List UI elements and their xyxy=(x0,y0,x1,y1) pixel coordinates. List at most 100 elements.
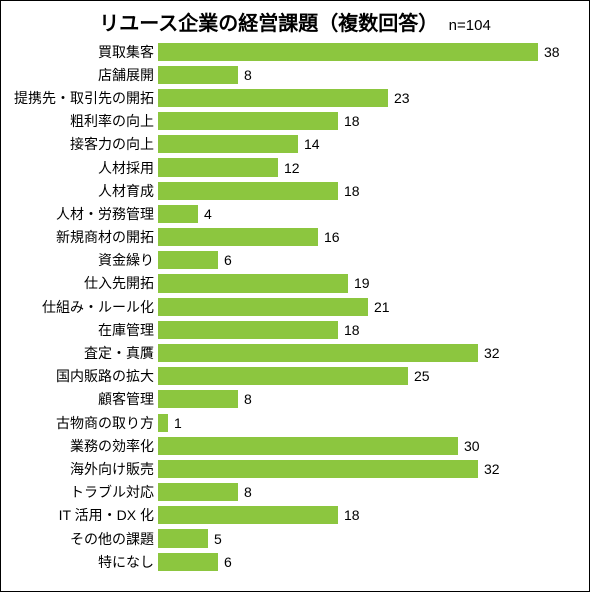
bar-row: 店舗展開8 xyxy=(11,63,579,86)
bar-row: IT 活用・DX 化 18 xyxy=(11,504,579,527)
bar-value: 18 xyxy=(344,113,360,129)
bar-value: 18 xyxy=(344,507,360,523)
bar xyxy=(158,437,458,455)
bar-value: 4 xyxy=(204,206,212,222)
bar xyxy=(158,135,298,153)
bar xyxy=(158,344,478,362)
bar-row: 仕組み・ルール化 21 xyxy=(11,295,579,318)
chart-subtitle: n=104 xyxy=(449,17,491,34)
bar-row: 業務の効率化 30 xyxy=(11,434,579,457)
bar-value: 18 xyxy=(344,322,360,338)
bar-wrap: 8 xyxy=(158,388,579,411)
category-label: 新規商材の開拓 xyxy=(11,227,158,247)
bar-row: 古物商の取り方 1 xyxy=(11,411,579,434)
bar-wrap: 25 xyxy=(158,365,579,388)
bar-value: 5 xyxy=(214,531,222,547)
bar-value: 18 xyxy=(344,183,360,199)
category-label: 特になし xyxy=(11,552,158,572)
bar xyxy=(158,414,168,432)
bar-wrap: 18 xyxy=(158,504,579,527)
bar xyxy=(158,182,338,200)
category-label: 顧客管理 xyxy=(11,389,158,409)
category-label: 仕組み・ルール化 xyxy=(11,297,158,317)
category-label: 人材採用 xyxy=(11,158,158,178)
bar-row: 資金繰り 6 xyxy=(11,249,579,272)
bar-row: 国内販路の拡大 25 xyxy=(11,365,579,388)
bar-row: 人材・労務管理 4 xyxy=(11,202,579,225)
bar xyxy=(158,43,538,61)
bar-wrap: 18 xyxy=(158,318,579,341)
bar xyxy=(158,274,348,292)
bar-wrap: 32 xyxy=(158,341,579,364)
category-label: 店舗展開 xyxy=(11,65,158,85)
bar-chart: 買取集客38店舗展開8提携先・取引先の開拓23粗利率の向上18接客力の向上14人… xyxy=(11,40,579,573)
bar-wrap: 5 xyxy=(158,527,579,550)
category-label: 業務の効率化 xyxy=(11,436,158,456)
bar-wrap: 23 xyxy=(158,86,579,109)
bar-wrap: 38 xyxy=(158,40,579,63)
category-label: 提携先・取引先の開拓 xyxy=(11,88,158,108)
bar xyxy=(158,205,198,223)
bar-row: トラブル対応8 xyxy=(11,481,579,504)
bar xyxy=(158,553,218,571)
bar-row: 顧客管理 8 xyxy=(11,388,579,411)
bar-wrap: 30 xyxy=(158,434,579,457)
bar-wrap: 19 xyxy=(158,272,579,295)
bar-value: 25 xyxy=(414,368,430,384)
bar xyxy=(158,529,208,547)
bar-wrap: 1 xyxy=(158,411,579,434)
category-label: その他の課題 xyxy=(11,529,158,549)
bar-value: 30 xyxy=(464,438,480,454)
bar-wrap: 32 xyxy=(158,457,579,480)
bar-value: 16 xyxy=(324,229,340,245)
bar-wrap: 8 xyxy=(158,481,579,504)
category-label: 古物商の取り方 xyxy=(11,413,158,433)
category-label: 買取集客 xyxy=(11,42,158,62)
bar-row: 特になし 6 xyxy=(11,550,579,573)
category-label: 人材・労務管理 xyxy=(11,204,158,224)
bar xyxy=(158,367,408,385)
bar xyxy=(158,390,238,408)
bar-row: 人材採用12 xyxy=(11,156,579,179)
bar xyxy=(158,483,238,501)
bar-value: 8 xyxy=(244,391,252,407)
bar-value: 23 xyxy=(394,90,410,106)
bar-wrap: 12 xyxy=(158,156,579,179)
bar-row: 人材育成 18 xyxy=(11,179,579,202)
chart-frame: リユース企業の経営課題（複数回答） n=104 買取集客38店舗展開8提携先・取… xyxy=(0,0,590,592)
bar xyxy=(158,228,318,246)
bar xyxy=(158,321,338,339)
bar-row: 海外向け販売32 xyxy=(11,457,579,480)
bar-wrap: 6 xyxy=(158,249,579,272)
bar-value: 6 xyxy=(224,252,232,268)
bar-wrap: 16 xyxy=(158,226,579,249)
category-label: 仕入先開拓 xyxy=(11,273,158,293)
bar-value: 32 xyxy=(484,345,500,361)
bar-wrap: 4 xyxy=(158,202,579,225)
bar-value: 21 xyxy=(374,299,390,315)
bar xyxy=(158,66,238,84)
category-label: 人材育成 xyxy=(11,181,158,201)
category-label: 資金繰り xyxy=(11,250,158,270)
bar xyxy=(158,158,278,176)
bar xyxy=(158,89,388,107)
category-label: 国内販路の拡大 xyxy=(11,366,158,386)
bar-value: 6 xyxy=(224,554,232,570)
bar-row: その他の課題 5 xyxy=(11,527,579,550)
bar-wrap: 14 xyxy=(158,133,579,156)
bar-row: 提携先・取引先の開拓 23 xyxy=(11,86,579,109)
chart-title-row: リユース企業の経営課題（複数回答） n=104 xyxy=(11,7,579,36)
bar-value: 8 xyxy=(244,484,252,500)
bar-row: 査定・真贋32 xyxy=(11,341,579,364)
category-label: IT 活用・DX 化 xyxy=(11,505,158,525)
bar xyxy=(158,112,338,130)
bar-wrap: 6 xyxy=(158,550,579,573)
bar-value: 14 xyxy=(304,136,320,152)
category-label: 粗利率の向上 xyxy=(11,111,158,131)
bar-wrap: 18 xyxy=(158,179,579,202)
bar-row: 在庫管理18 xyxy=(11,318,579,341)
category-label: 接客力の向上 xyxy=(11,134,158,154)
bar-value: 38 xyxy=(544,44,560,60)
bar-value: 1 xyxy=(174,415,182,431)
category-label: 海外向け販売 xyxy=(11,459,158,479)
